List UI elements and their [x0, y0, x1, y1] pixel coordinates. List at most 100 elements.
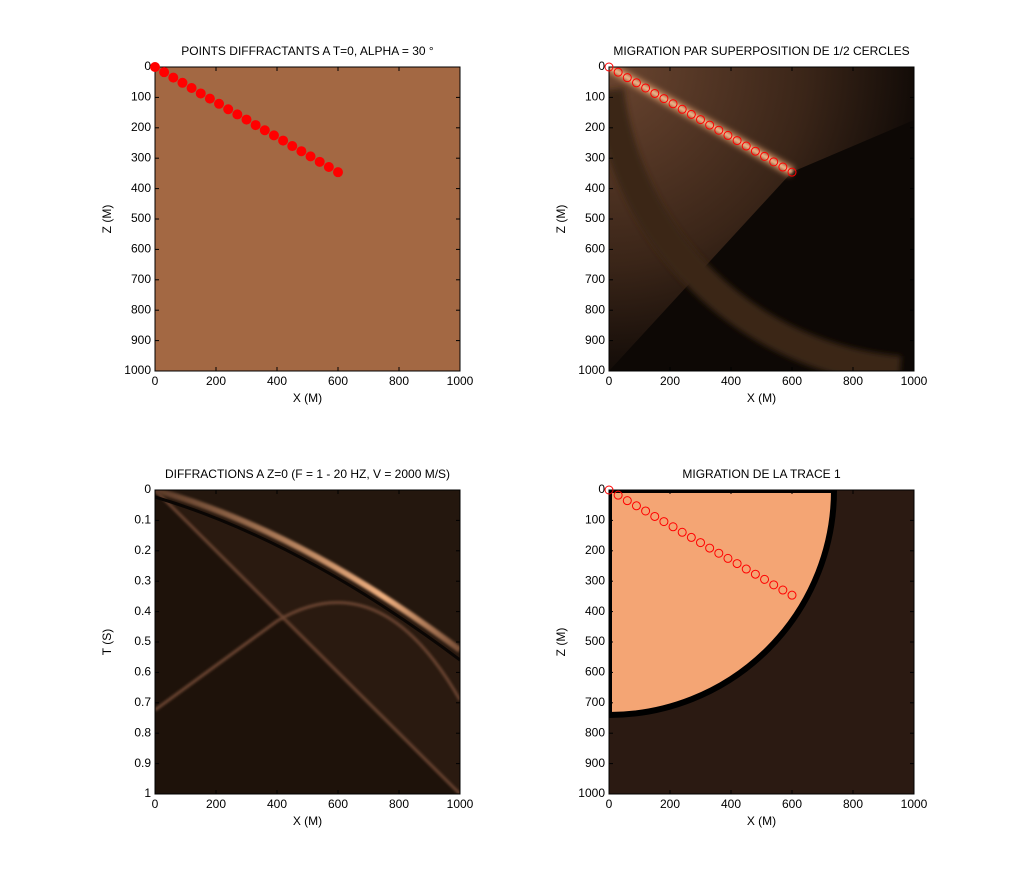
y-axis-label: Z (M): [554, 628, 568, 657]
point: [760, 151, 770, 161]
point: [296, 146, 307, 157]
y-tick-label: 0.5: [134, 634, 151, 648]
point: [723, 553, 733, 563]
x-tick-label: 200: [660, 374, 680, 388]
x-tick-label: 0: [152, 797, 159, 811]
chart-title: DIFFRACTIONS A Z=0 (F = 1 - 20 HZ, V = 2…: [165, 467, 450, 481]
y-tick-label: 500: [585, 211, 605, 225]
point: [668, 99, 678, 109]
y-tick-label: 400: [131, 181, 151, 195]
x-tick-label: 600: [328, 797, 348, 811]
image-background: [155, 67, 460, 371]
point: [622, 73, 632, 83]
y-tick-label: 300: [585, 573, 605, 587]
y-tick-label: 300: [131, 150, 151, 164]
x-tick-label: 1000: [447, 374, 474, 388]
point: [232, 109, 243, 120]
x-tick-label: 400: [267, 374, 287, 388]
y-tick-label: 600: [585, 242, 605, 256]
point: [686, 532, 696, 542]
point: [787, 590, 797, 600]
x-tick-label: 1000: [901, 374, 928, 388]
y-tick-label: 100: [585, 513, 605, 527]
point: [204, 93, 215, 104]
image-background: [609, 67, 914, 371]
x-tick-label: 1000: [901, 797, 928, 811]
point: [168, 72, 179, 83]
y-tick-label: 1000: [578, 363, 605, 377]
y-tick-label: 1: [144, 786, 151, 800]
x-axis-label: X (M): [293, 814, 322, 828]
point: [259, 125, 270, 136]
point: [732, 559, 742, 569]
point: [186, 82, 197, 93]
x-tick-label: 800: [843, 797, 863, 811]
point: [214, 98, 225, 109]
point: [650, 511, 660, 521]
x-tick-label: 200: [660, 797, 680, 811]
point: [732, 136, 742, 146]
y-tick-label: 0.6: [134, 665, 151, 679]
point: [622, 496, 632, 506]
point: [677, 104, 687, 114]
point: [705, 120, 715, 130]
x-tick-label: 400: [721, 374, 741, 388]
point: [305, 151, 316, 162]
y-tick-label: 900: [131, 333, 151, 347]
point: [668, 522, 678, 532]
y-tick-label: 1000: [124, 363, 151, 377]
x-tick-label: 1000: [447, 797, 474, 811]
y-tick-label: 500: [585, 634, 605, 648]
point: [314, 156, 325, 167]
point: [696, 115, 705, 125]
x-tick-label: 800: [389, 374, 409, 388]
point: [333, 167, 343, 178]
y-tick-label: 0.7: [134, 695, 151, 709]
chart-title: MIGRATION DE LA TRACE 1: [682, 467, 841, 481]
x-tick-label: 200: [206, 374, 226, 388]
point: [631, 78, 641, 88]
x-axis-label: X (M): [747, 814, 776, 828]
point: [278, 135, 289, 146]
point: [604, 485, 614, 495]
point: [150, 62, 160, 72]
y-tick-label: 800: [585, 302, 605, 316]
x-tick-label: 600: [782, 797, 802, 811]
point: [750, 569, 760, 579]
point: [769, 157, 779, 167]
point: [778, 585, 788, 595]
y-tick-label: 300: [585, 150, 605, 164]
point: [723, 130, 733, 140]
x-tick-label: 0: [152, 374, 159, 388]
y-tick-label: 0: [598, 482, 605, 496]
chart-title: MIGRATION PAR SUPERPOSITION DE 1/2 CERCL…: [613, 44, 909, 58]
y-tick-label: 0: [144, 59, 151, 73]
point: [641, 83, 651, 93]
x-tick-label: 400: [721, 797, 741, 811]
x-tick-label: 0: [606, 374, 613, 388]
point: [641, 506, 651, 516]
point: [659, 517, 669, 527]
point: [195, 88, 206, 99]
y-tick-label: 0.8: [134, 725, 151, 739]
x-tick-label: 800: [389, 797, 409, 811]
y-tick-label: 0.2: [134, 543, 151, 557]
x-axis-label: X (M): [293, 391, 322, 405]
y-tick-label: 600: [585, 665, 605, 679]
point: [604, 62, 614, 72]
y-tick-label: 400: [585, 604, 605, 618]
point: [223, 104, 234, 115]
point: [696, 538, 705, 548]
y-tick-label: 600: [131, 242, 151, 256]
x-tick-label: 600: [782, 374, 802, 388]
y-tick-label: 200: [131, 120, 151, 134]
point: [659, 94, 669, 104]
x-tick-label: 800: [843, 374, 863, 388]
x-axis-label: X (M): [747, 391, 776, 405]
y-tick-label: 200: [585, 543, 605, 557]
point: [705, 543, 715, 553]
point: [741, 141, 751, 151]
y-tick-label: 700: [131, 272, 151, 286]
point: [250, 120, 261, 131]
point: [714, 125, 724, 135]
